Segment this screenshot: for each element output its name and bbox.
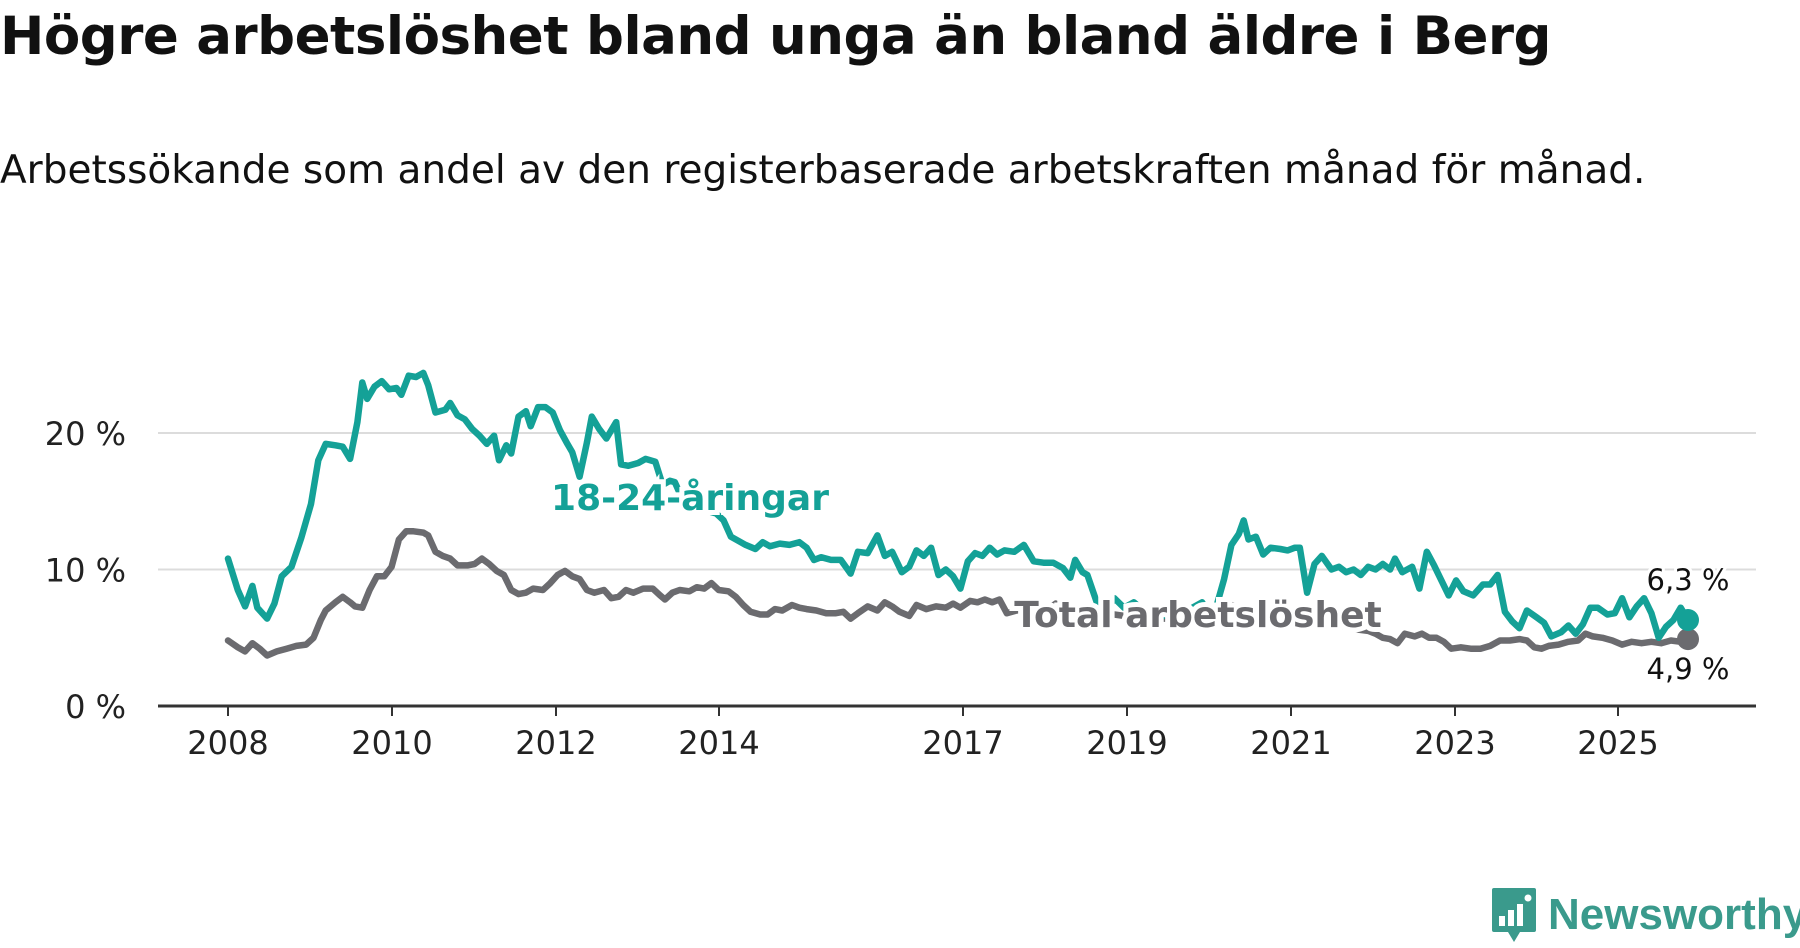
x-tick-label: 2010 [351,724,432,762]
series [224,369,1692,659]
brand-name: Newsworthy [1548,890,1800,939]
x-tick-label: 2021 [1250,724,1331,762]
gridlines [158,432,1756,571]
end-marker-youth [1677,609,1699,632]
x-tick-label: 2012 [515,724,596,762]
series-label-youth: 18-24-åringar [551,478,829,519]
y-tick-label: 20 % [45,415,126,453]
end-label-youth: 6,3 % [1647,563,1730,597]
x-tick-label: 2014 [678,724,759,762]
annotations: 4,9 % 6,3 % 18-24-åringar Total arbetslöshe… [546,473,1732,689]
series-line-youth [224,369,1692,642]
x-tick-label: 2008 [187,724,268,762]
end-label-total: 4,9 % [1647,652,1730,686]
series-label-total: Total arbetslöshet [1014,595,1382,636]
x-tick-label: 2017 [922,724,1003,762]
chart-title: Högre arbetslöshet bland unga än bland ä… [0,6,1552,67]
newsworthy-icon [1492,888,1536,942]
y-tick-label: 10 % [45,552,126,590]
chart-subtitle: Arbetssökande som andel av den registerb… [0,148,1646,193]
x-tick-label: 2023 [1414,724,1495,762]
y-tick-label: 0 % [65,688,126,726]
axes: 0 % 10 % 20 % 2008 2010 2012 2014 2017 2019 2021 2… [45,415,1756,762]
end-marker-total [1677,628,1699,651]
newsworthy-logo[interactable]: Newsworthy [1490,886,1800,944]
series-line-total [224,528,1692,659]
x-tick-label: 2019 [1086,724,1167,762]
x-tick-label: 2025 [1577,724,1658,762]
